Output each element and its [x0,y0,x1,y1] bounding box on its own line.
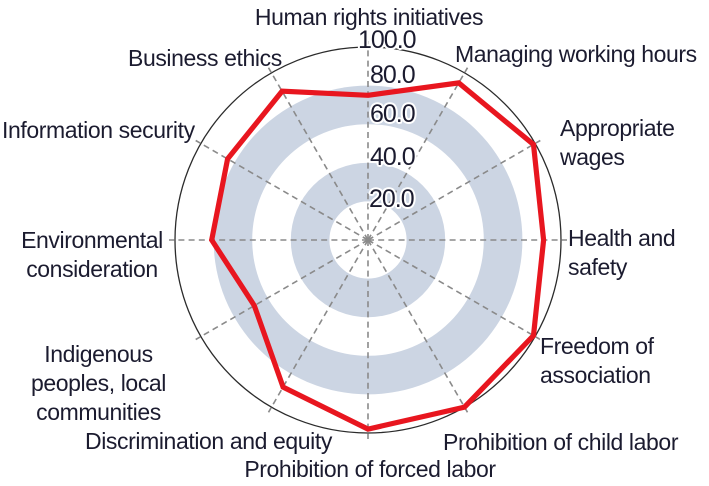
axis-label-health-and-safety: Health and safety [568,225,676,280]
axis-line-11 [267,67,369,241]
axis-label-information-security: Information security [2,117,195,143]
tick-label-40: 40.0 [370,143,416,171]
axis-line-7 [267,239,369,413]
tick-label-100: 100.0 [358,26,417,54]
axis-label-managing-working-hours: Managing working hours [455,41,697,67]
axis-line-1 [367,67,469,241]
axis-line-5 [367,239,469,413]
axis-label-indigenous-peoples-local-communities: Indigenous peoples, local communities [30,341,167,425]
axis-label-business-ethics: Business ethics [128,45,282,71]
axis-line-4 [367,239,541,341]
axis-line-2 [367,139,541,241]
axis-label-discrimination-and-equity: Discrimination and equity [85,428,332,454]
axis-line-10 [195,139,369,241]
axis-label-freedom-of-association: Freedom of association [540,333,654,388]
tick-label-20: 20.0 [369,185,415,213]
axis-label-human-rights-initiatives: Human rights initiatives [254,4,484,30]
tick-label-80: 80.0 [370,61,416,89]
axis-label-appropriate-wages: Appropriate wages [560,115,675,170]
axis-line-8 [195,239,369,341]
axis-label-environmental-consideration: Environmental consideration [21,227,163,282]
axis-label-prohibition-of-child-labor: Prohibition of child labor [443,429,679,455]
tick-label-60: 60.0 [370,100,416,128]
data-series-polygon [208,80,547,432]
axis-label-prohibition-of-forced-labor: Prohibition of forced labor [244,456,496,482]
